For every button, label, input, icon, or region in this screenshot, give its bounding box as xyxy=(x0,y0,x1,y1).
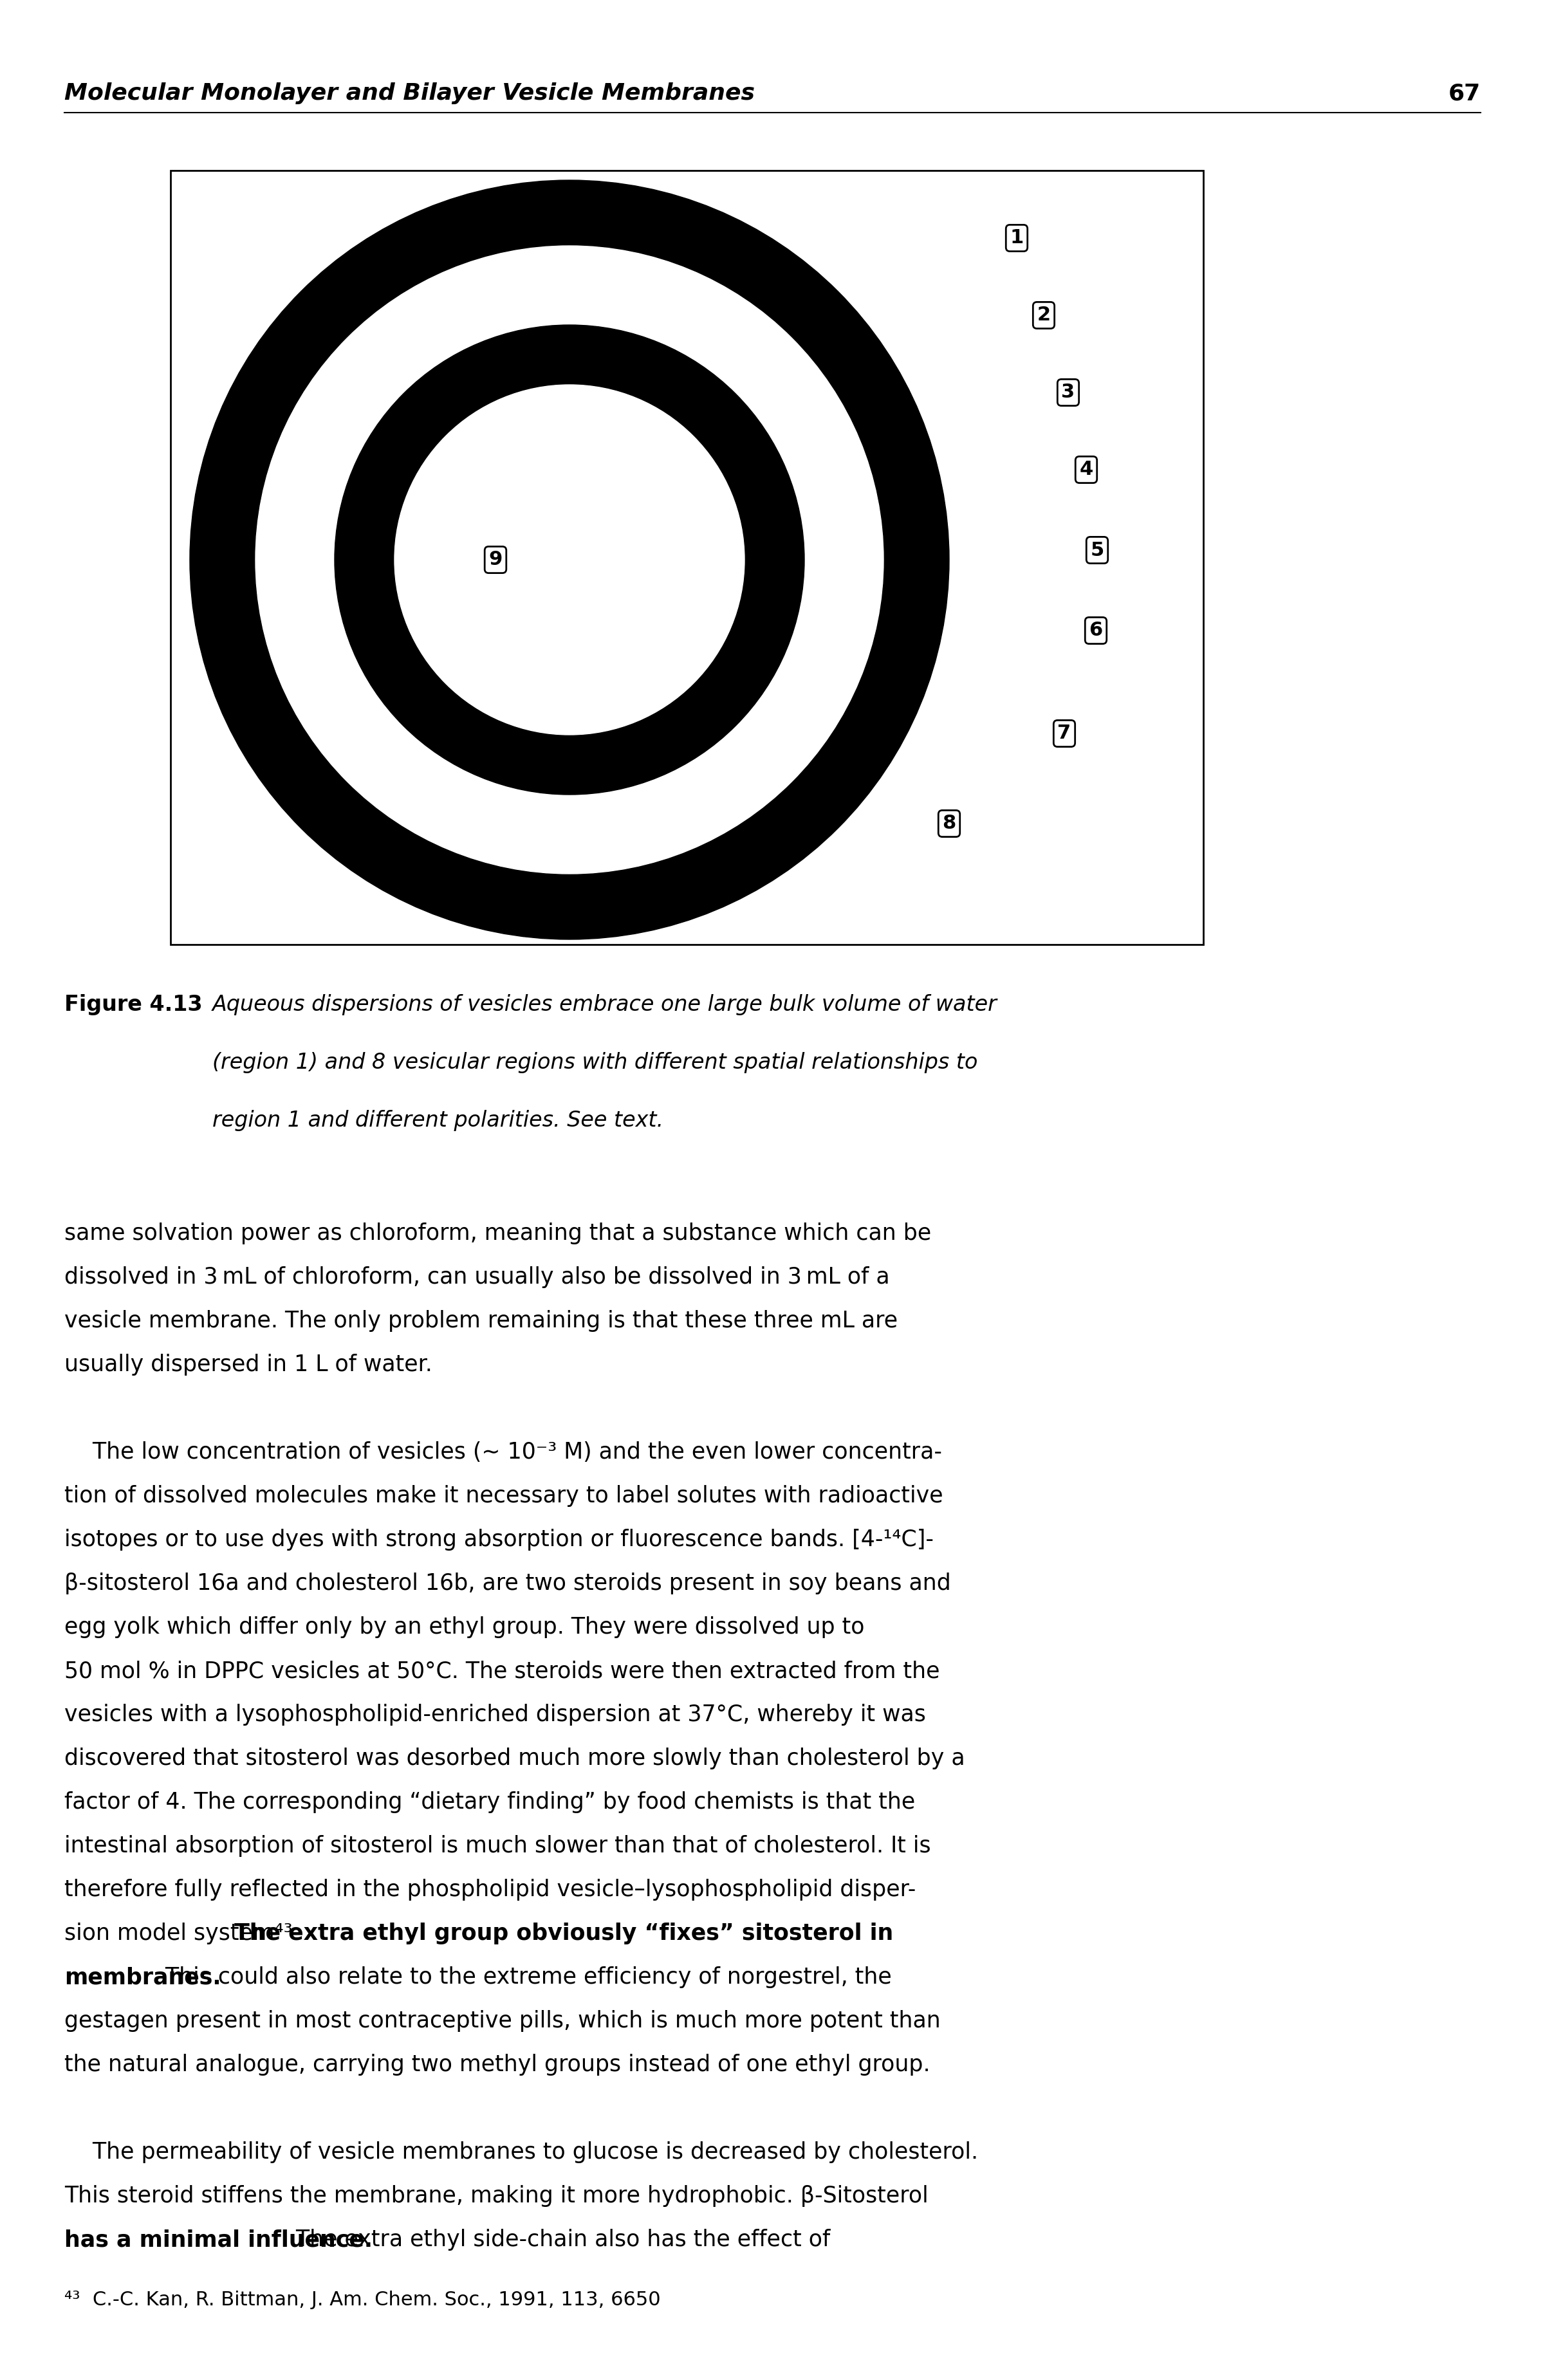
Text: Figure 4.13: Figure 4.13 xyxy=(65,995,202,1016)
Text: The extra ethyl group obviously “fixes” sitosterol in: The extra ethyl group obviously “fixes” … xyxy=(227,1923,893,1944)
Text: intestinal absorption of sitosterol is much slower than that of cholesterol. It : intestinal absorption of sitosterol is m… xyxy=(65,1835,932,1856)
Circle shape xyxy=(190,181,949,940)
Text: 2: 2 xyxy=(1037,307,1051,324)
Text: 4: 4 xyxy=(1080,459,1092,478)
Text: The low concentration of vesicles (∼ 10⁻³ M) and the even lower concentra-: The low concentration of vesicles (∼ 10⁻… xyxy=(65,1442,942,1464)
Text: tion of dissolved molecules make it necessary to label solutes with radioactive: tion of dissolved molecules make it nece… xyxy=(65,1485,942,1507)
Text: This could also relate to the extreme efficiency of norgestrel, the: This could also relate to the extreme ef… xyxy=(158,1966,891,1987)
Text: Molecular Monolayer and Bilayer Vesicle Membranes: Molecular Monolayer and Bilayer Vesicle … xyxy=(65,83,756,105)
Circle shape xyxy=(255,245,884,873)
Text: ⁴³  C.-C. Kan, R. Bittman, J. Am. Chem. Soc., 1991, 113, 6650: ⁴³ C.-C. Kan, R. Bittman, J. Am. Chem. S… xyxy=(65,2290,661,2309)
Text: the natural analogue, carrying two methyl groups instead of one ethyl group.: the natural analogue, carrying two methy… xyxy=(65,2054,930,2075)
Text: vesicles with a lysophospholipid-enriched dispersion at 37°C, whereby it was: vesicles with a lysophospholipid-enriche… xyxy=(65,1704,925,1726)
Text: (region 1) and 8 vesicular regions with different spatial relationships to: (region 1) and 8 vesicular regions with … xyxy=(212,1052,978,1073)
Text: This steroid stiffens the membrane, making it more hydrophobic. β-Sitosterol: This steroid stiffens the membrane, maki… xyxy=(65,2185,929,2206)
Text: 6: 6 xyxy=(1089,621,1103,640)
Text: therefore fully reflected in the phospholipid vesicle–lysophospholipid disper-: therefore fully reflected in the phospho… xyxy=(65,1878,916,1902)
Text: The permeability of vesicle membranes to glucose is decreased by cholesterol.: The permeability of vesicle membranes to… xyxy=(65,2142,978,2163)
Text: usually dispersed in 1 L of water.: usually dispersed in 1 L of water. xyxy=(65,1354,433,1376)
Text: has a minimal influence.: has a minimal influence. xyxy=(65,2228,372,2251)
Text: gestagen present in most contraceptive pills, which is much more potent than: gestagen present in most contraceptive p… xyxy=(65,2011,941,2033)
Text: β-sitosterol 16a and cholesterol 16b, are two steroids present in soy beans and: β-sitosterol 16a and cholesterol 16b, ar… xyxy=(65,1573,950,1595)
Text: membranes.: membranes. xyxy=(65,1966,221,1987)
Text: dissolved in 3 mL of chloroform, can usually also be dissolved in 3 mL of a: dissolved in 3 mL of chloroform, can usu… xyxy=(65,1266,890,1288)
Text: region 1 and different polarities. See text.: region 1 and different polarities. See t… xyxy=(212,1109,663,1130)
Text: 50 mol % in DPPC vesicles at 50°C. The steroids were then extracted from the: 50 mol % in DPPC vesicles at 50°C. The s… xyxy=(65,1659,939,1683)
Text: 3: 3 xyxy=(1061,383,1075,402)
Text: isotopes or to use dyes with strong absorption or fluorescence bands. [4-¹⁴C]-: isotopes or to use dyes with strong abso… xyxy=(65,1528,933,1552)
Text: Aqueous dispersions of vesicles embrace one large bulk volume of water: Aqueous dispersions of vesicles embrace … xyxy=(212,995,998,1016)
Circle shape xyxy=(335,326,805,795)
Text: 9: 9 xyxy=(488,550,502,569)
Text: The extra ethyl side-chain also has the effect of: The extra ethyl side-chain also has the … xyxy=(289,2228,830,2251)
Circle shape xyxy=(394,386,745,735)
Text: 1: 1 xyxy=(1010,228,1023,248)
Text: vesicle membrane. The only problem remaining is that these three mL are: vesicle membrane. The only problem remai… xyxy=(65,1309,898,1333)
Text: 8: 8 xyxy=(942,814,956,833)
Text: same solvation power as chloroform, meaning that a substance which can be: same solvation power as chloroform, mean… xyxy=(65,1223,932,1245)
Text: 67: 67 xyxy=(1448,83,1480,105)
Text: discovered that sitosterol was desorbed much more slowly than cholesterol by a: discovered that sitosterol was desorbed … xyxy=(65,1747,966,1768)
Text: 5: 5 xyxy=(1091,540,1105,559)
Text: 7: 7 xyxy=(1057,724,1071,743)
Text: factor of 4. The corresponding “dietary finding” by food chemists is that the: factor of 4. The corresponding “dietary … xyxy=(65,1792,915,1814)
Text: egg yolk which differ only by an ethyl group. They were dissolved up to: egg yolk which differ only by an ethyl g… xyxy=(65,1616,865,1637)
Text: sion model system⁴³.: sion model system⁴³. xyxy=(65,1923,300,1944)
Bar xyxy=(170,171,1204,945)
